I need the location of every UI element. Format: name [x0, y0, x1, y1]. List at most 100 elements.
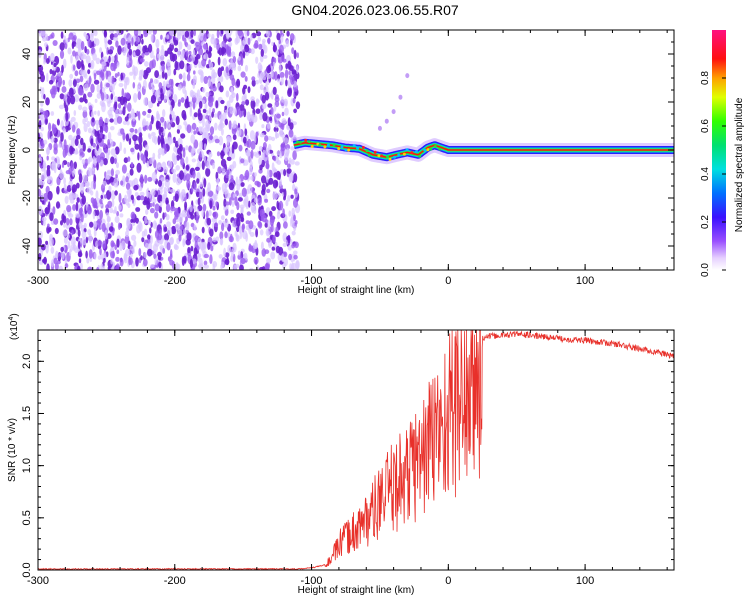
noise-blob	[190, 39, 195, 44]
noise-blob	[153, 243, 158, 253]
noise-blob	[286, 147, 290, 157]
noise-blob	[73, 110, 77, 116]
noise-blob	[115, 264, 121, 270]
noise-blob	[210, 245, 214, 252]
track-speckle	[298, 140, 302, 144]
noise-blob	[208, 210, 212, 217]
noise-blob	[191, 122, 197, 130]
noise-blob	[243, 108, 247, 118]
noise-blob	[240, 182, 245, 187]
noise-blob	[102, 240, 106, 250]
noise-blob	[71, 41, 77, 47]
noise-blob	[92, 210, 96, 220]
noise-blob	[172, 136, 176, 144]
noise-blob	[202, 188, 206, 197]
noise-blob	[129, 71, 134, 76]
noise-blob	[47, 190, 53, 201]
noise-blob	[59, 50, 65, 59]
noise-blob	[164, 212, 167, 218]
noise-blob	[248, 220, 254, 230]
branch-point	[377, 125, 382, 131]
noise-blob	[292, 150, 297, 161]
noise-blob	[130, 147, 135, 153]
noise-blob	[162, 247, 166, 254]
noise-blob	[63, 183, 67, 191]
noise-blob	[192, 82, 196, 89]
noise-blob	[197, 112, 203, 121]
noise-blob	[231, 144, 235, 154]
noise-blob	[276, 32, 281, 41]
noise-blob	[263, 44, 268, 54]
noise-blob	[234, 196, 238, 207]
noise-blob	[105, 70, 109, 80]
noise-blob	[86, 206, 92, 215]
noise-blob	[194, 166, 200, 171]
noise-blob	[76, 197, 80, 203]
noise-blob	[259, 133, 265, 138]
noise-blob	[82, 106, 88, 112]
noise-blob	[195, 41, 200, 47]
noise-blob	[213, 113, 218, 118]
y-tick-label: 2.0	[21, 354, 33, 369]
noise-blob	[133, 51, 136, 57]
noise-blob	[120, 37, 126, 46]
noise-blob	[76, 265, 81, 270]
noise-blob	[70, 95, 76, 105]
noise-blob	[130, 194, 134, 201]
noise-blob	[243, 159, 249, 166]
noise-blob	[285, 40, 290, 48]
noise-blob	[133, 30, 139, 37]
noise-blob	[238, 250, 241, 256]
noise-blob	[193, 70, 196, 75]
noise-blob	[53, 257, 58, 265]
noise-blob	[46, 165, 51, 170]
noise-blob	[107, 139, 110, 146]
noise-blob	[177, 84, 182, 91]
noise-blob	[133, 92, 138, 103]
noise-blob	[161, 45, 164, 50]
noise-blob	[241, 101, 246, 106]
noise-blob	[110, 240, 115, 248]
noise-blob	[81, 158, 86, 165]
noise-blob	[136, 195, 141, 201]
track-speckle	[388, 157, 392, 161]
track-speckle	[307, 140, 311, 144]
noise-blob	[228, 120, 232, 130]
noise-blob	[145, 242, 149, 249]
noise-blob	[38, 237, 42, 247]
noise-blob	[69, 73, 74, 79]
noise-blob	[244, 76, 248, 82]
noise-blob	[94, 110, 97, 115]
noise-blob	[114, 206, 117, 214]
noise-blob	[82, 174, 88, 183]
noise-blob	[168, 30, 175, 36]
noise-blob	[87, 266, 93, 270]
noise-blob	[92, 126, 95, 137]
noise-blob	[244, 64, 249, 72]
noise-blob	[100, 80, 103, 91]
noise-blob	[259, 71, 264, 79]
noise-blob	[190, 222, 195, 228]
noise-blob	[293, 254, 298, 260]
snr-panel: -300 -200 -100 0 100 0.0 0.5 1.0 1.5 2.0 Height of…	[7, 313, 675, 596]
noise-blob	[185, 221, 190, 231]
noise-blob	[193, 112, 198, 118]
noise-blob	[104, 117, 110, 124]
noise-blob	[38, 74, 41, 84]
noise-blob	[105, 82, 111, 88]
track-speckle	[356, 146, 360, 150]
colorbar-tick-label: 0.6	[700, 119, 711, 133]
noise-blob	[290, 219, 293, 227]
noise-blob	[138, 135, 143, 145]
noise-blob	[179, 144, 182, 149]
noise-blob	[168, 78, 173, 86]
noise-blob	[59, 42, 65, 51]
faint-branch	[377, 73, 410, 131]
noise-blob	[204, 102, 208, 110]
noise-blob	[261, 214, 267, 223]
noise-blob	[176, 263, 181, 270]
noise-blob	[295, 65, 299, 75]
noise-blob	[255, 102, 259, 107]
noise-blob	[216, 30, 220, 39]
noise-blob	[129, 245, 135, 251]
